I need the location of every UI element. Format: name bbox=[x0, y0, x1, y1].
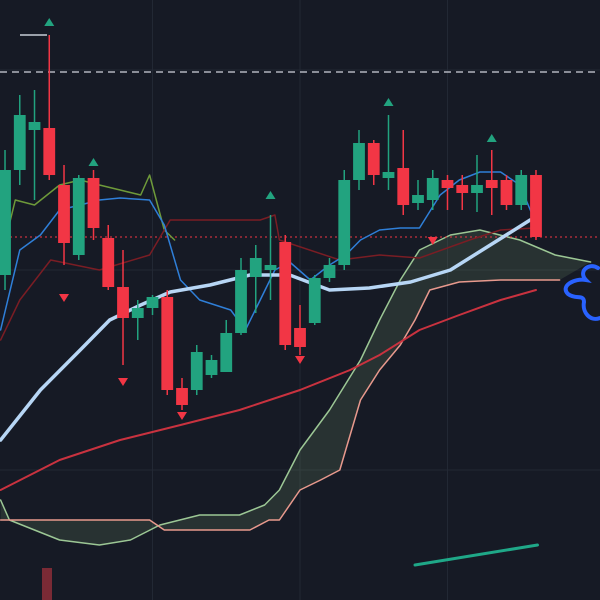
candle-body bbox=[530, 175, 542, 237]
indicator-line bbox=[413, 543, 539, 567]
candle-body bbox=[294, 328, 306, 347]
candle-body bbox=[220, 333, 233, 372]
cloud-fill bbox=[0, 230, 591, 545]
candle-body bbox=[308, 278, 321, 323]
candle-body bbox=[117, 287, 129, 318]
candle-body bbox=[205, 360, 218, 375]
candle-body bbox=[426, 178, 439, 200]
candle-body bbox=[338, 180, 351, 265]
signal-marker bbox=[177, 412, 188, 420]
candle-body bbox=[456, 185, 469, 193]
candle-body bbox=[13, 115, 26, 170]
signals bbox=[44, 18, 497, 420]
signal-marker bbox=[118, 378, 129, 386]
candle-body bbox=[249, 258, 262, 277]
volume-bar bbox=[42, 568, 52, 600]
candle-body bbox=[412, 195, 424, 203]
candle-body bbox=[279, 242, 292, 345]
signal-marker bbox=[383, 98, 394, 106]
cloud-lower bbox=[0, 279, 561, 531]
candle-body bbox=[190, 352, 203, 390]
signal-marker bbox=[427, 237, 438, 245]
candle-body bbox=[58, 185, 70, 243]
candle-body bbox=[28, 122, 41, 130]
candle-body bbox=[353, 143, 365, 180]
candle-body bbox=[471, 185, 483, 193]
candle-body bbox=[146, 297, 159, 308]
candle-body bbox=[485, 180, 498, 188]
candle-body bbox=[72, 178, 85, 255]
candle-body bbox=[0, 170, 11, 275]
indicator-line bbox=[0, 214, 536, 341]
indicator-line bbox=[0, 289, 537, 491]
signal-marker bbox=[88, 158, 99, 166]
candle-body bbox=[131, 308, 144, 318]
cloud-upper bbox=[0, 229, 592, 546]
candle-body bbox=[264, 265, 277, 270]
signal-marker bbox=[44, 18, 55, 26]
signal-marker bbox=[295, 356, 305, 364]
candle-body bbox=[382, 172, 395, 178]
candles bbox=[0, 35, 542, 410]
candle-body bbox=[397, 168, 410, 205]
candle-body bbox=[515, 175, 528, 205]
candle-body bbox=[161, 297, 174, 390]
signal-marker bbox=[265, 191, 276, 199]
candle-body bbox=[102, 238, 115, 287]
candle-body bbox=[235, 270, 247, 333]
candle-body bbox=[43, 128, 56, 175]
drawing-shape bbox=[563, 264, 600, 321]
signal-marker bbox=[486, 134, 497, 142]
candle-body bbox=[87, 178, 100, 228]
candle-body bbox=[367, 143, 380, 175]
candle-body bbox=[176, 388, 188, 405]
cloud bbox=[0, 229, 592, 546]
signal-marker bbox=[59, 294, 70, 302]
candle-body bbox=[323, 265, 336, 278]
candle-body bbox=[441, 180, 454, 188]
candle-body bbox=[500, 180, 513, 205]
